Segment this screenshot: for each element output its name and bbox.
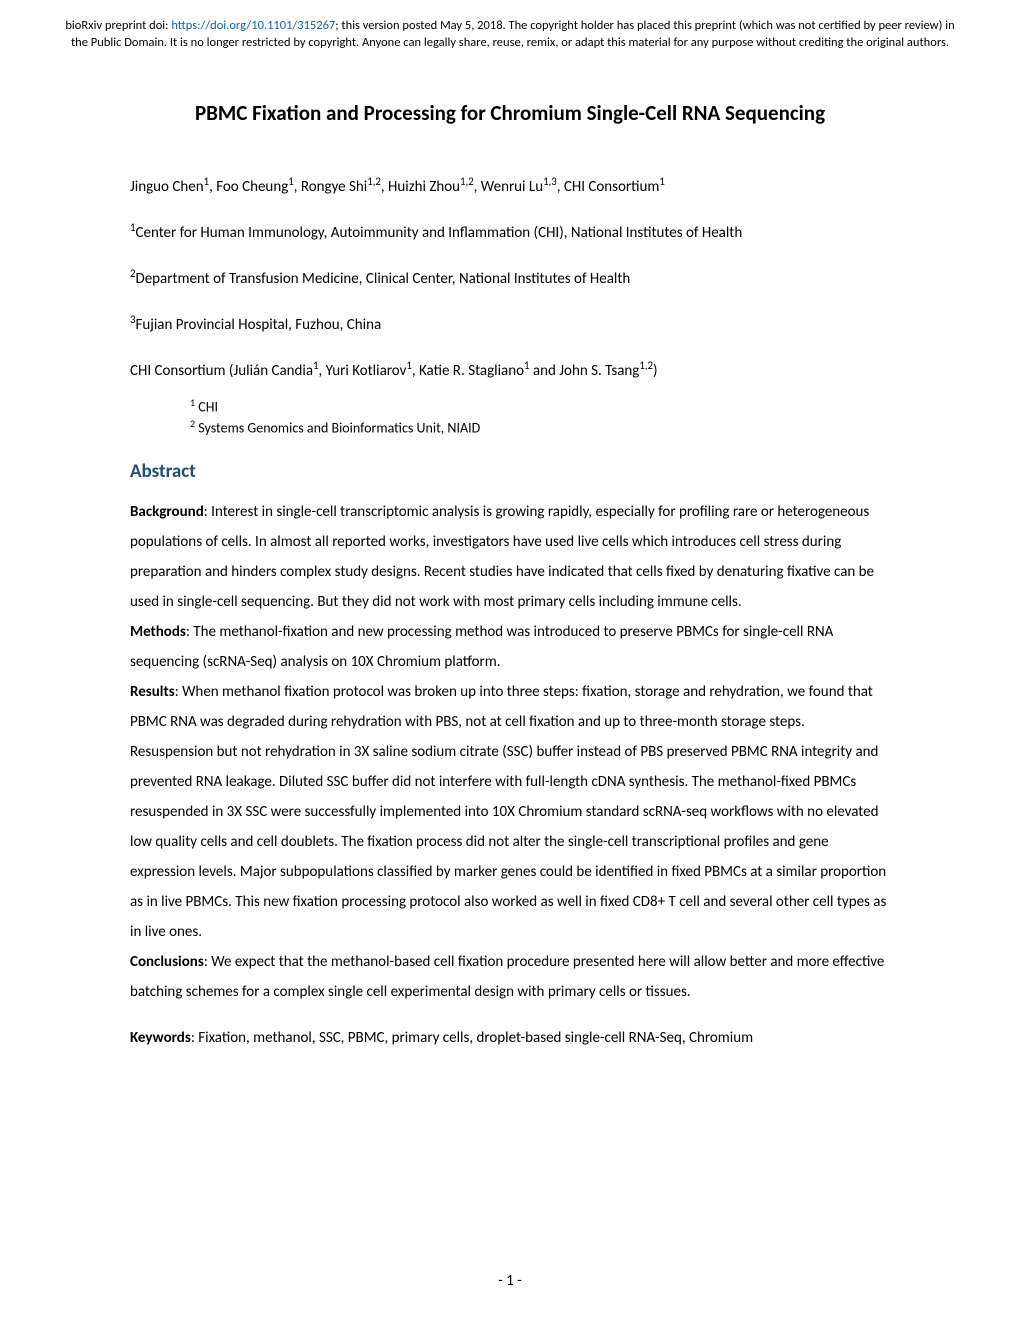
keywords-line: Keywords: Fixation, methanol, SSC, PBMC,… <box>130 1023 890 1053</box>
affiliation-1: 1Center for Human Immunology, Autoimmuni… <box>130 220 890 244</box>
keywords-label: Keywords <box>130 1029 191 1047</box>
conclusions-text: : We expect that the methanol-based cell… <box>130 953 884 1001</box>
abstract-heading: Abstract <box>130 460 890 483</box>
footnote-1: 1 CHI <box>190 396 890 417</box>
preprint-prefix: bioRxiv preprint doi: <box>65 18 171 33</box>
conclusions-label: Conclusions <box>130 953 204 971</box>
affiliation-3: 3Fujian Provincial Hospital, Fuzhou, Chi… <box>130 312 890 336</box>
page-content: PBMC Fixation and Processing for Chromiu… <box>0 52 1020 1054</box>
consortium-line: CHI Consortium (Julián Candia1, Yuri Kot… <box>130 358 890 382</box>
preprint-banner: bioRxiv preprint doi: https://doi.org/10… <box>0 0 1020 52</box>
keywords-text: : Fixation, methanol, SSC, PBMC, primary… <box>191 1029 753 1047</box>
doi-link[interactable]: https://doi.org/10.1101/315267 <box>171 18 335 33</box>
background-text: : Interest in single-cell transcriptomic… <box>130 503 874 611</box>
footnote-2: 2 Systems Genomics and Bioinformatics Un… <box>190 417 890 438</box>
affiliation-2: 2Department of Transfusion Medicine, Cli… <box>130 266 890 290</box>
results-label: Results <box>130 683 175 701</box>
paper-title: PBMC Fixation and Processing for Chromiu… <box>130 100 890 126</box>
page-number: - 1 - <box>0 1272 1020 1290</box>
methods-label: Methods <box>130 623 186 641</box>
abstract-body: Background: Interest in single-cell tran… <box>130 497 890 1007</box>
authors-line: Jinguo Chen1, Foo Cheung1, Rongye Shi1,2… <box>130 174 890 198</box>
methods-text: : The methanol-fixation and new processi… <box>130 623 833 671</box>
background-label: Background <box>130 503 204 521</box>
results-text: : When methanol fixation protocol was br… <box>130 683 886 941</box>
